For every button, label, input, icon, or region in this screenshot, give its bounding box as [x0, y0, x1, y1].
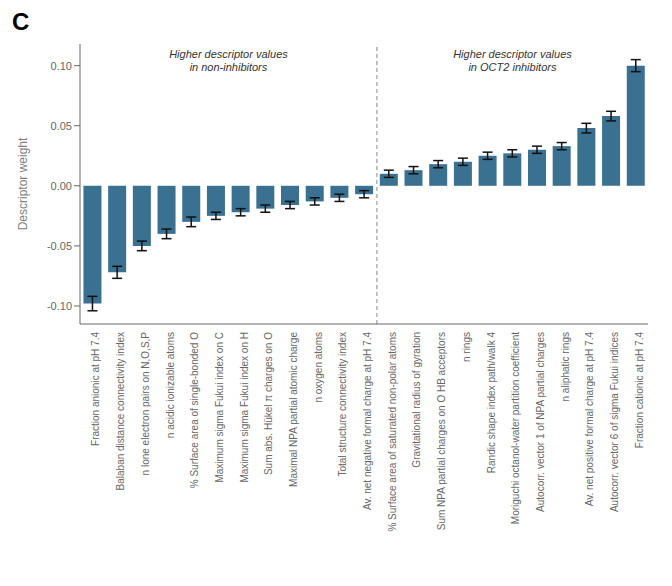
- svg-text:n rings: n rings: [461, 332, 472, 362]
- svg-text:Gravitational radius of gyrati: Gravitational radius of gyration: [411, 332, 422, 468]
- svg-text:n acidic ionizable atoms: n acidic ionizable atoms: [165, 332, 176, 438]
- svg-text:0.05: 0.05: [51, 120, 72, 132]
- svg-text:% Surface area of saturated no: % Surface area of saturated non-polar at…: [387, 332, 398, 532]
- svg-text:Autocorr. vector 1 of NPA part: Autocorr. vector 1 of NPA partial charge…: [535, 332, 546, 512]
- svg-text:Sum abs. Hükel π charges on O: Sum abs. Hükel π charges on O: [263, 332, 274, 475]
- svg-text:n aliphatic rings: n aliphatic rings: [560, 332, 571, 401]
- svg-text:Sum NPA partial charges on O H: Sum NPA partial charges on O HB acceptor…: [436, 332, 447, 530]
- svg-text:Fraction cationic at pH 7.4: Fraction cationic at pH 7.4: [634, 332, 645, 449]
- svg-text:Autocorr. vector 6 of sigma Fu: Autocorr. vector 6 of sigma Fukui indice…: [609, 332, 620, 512]
- svg-text:n lone electron pairs on N,O,S: n lone electron pairs on N,O,S,P: [140, 332, 151, 476]
- svg-text:Balaban distance connectivity: Balaban distance connectivity index: [115, 332, 126, 490]
- svg-text:0.00: 0.00: [51, 180, 72, 192]
- svg-text:Maximum sigma Fukui index on C: Maximum sigma Fukui index on C: [214, 332, 225, 483]
- svg-text:Fraction anionic at pH 7.4: Fraction anionic at pH 7.4: [90, 332, 101, 446]
- svg-text:Descriptor weight: Descriptor weight: [16, 137, 30, 230]
- svg-text:Randic shape index path/walk 4: Randic shape index path/walk 4: [486, 332, 497, 474]
- svg-text:Maximal NPA partial atomic cha: Maximal NPA partial atomic charge: [288, 332, 299, 487]
- svg-text:-0.05: -0.05: [47, 240, 72, 252]
- svg-text:0.10: 0.10: [51, 60, 72, 72]
- svg-text:Total structure connectivity i: Total structure connectivity index: [337, 332, 348, 477]
- svg-text:Higher descriptor valuesin non: Higher descriptor valuesin non-inhibitor…: [169, 48, 288, 73]
- svg-text:% Surface area of single-bonde: % Surface area of single-bonded O: [189, 332, 200, 488]
- svg-text:Av. net positive formal charge: Av. net positive formal charge at pH 7.4: [584, 332, 595, 507]
- svg-text:n oxygen atoms: n oxygen atoms: [313, 332, 324, 403]
- svg-text:Moriguchi octanol-water partit: Moriguchi octanol-water partition coeffi…: [510, 332, 521, 524]
- svg-text:Higher descriptor valuesin OCT: Higher descriptor valuesin OCT2 inhibito…: [453, 48, 572, 73]
- svg-text:Maximum sigma Fukui index on H: Maximum sigma Fukui index on H: [239, 332, 250, 483]
- svg-text:Av. net negative formal charge: Av. net negative formal charge at pH 7.4: [362, 332, 373, 511]
- html-text:C: C: [12, 8, 30, 35]
- svg-text:-0.10: -0.10: [47, 300, 72, 312]
